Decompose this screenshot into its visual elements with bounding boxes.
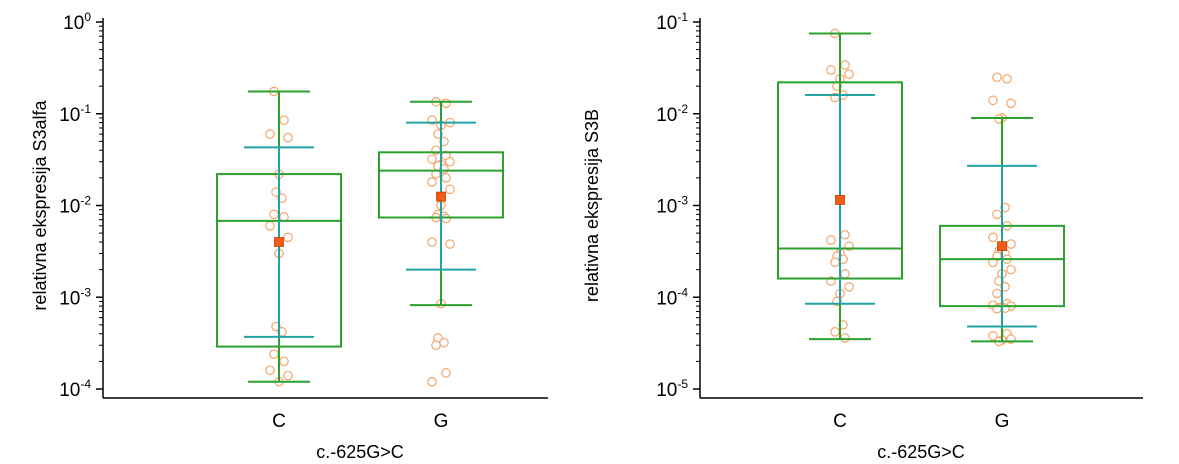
y-tick-base: 10 (656, 13, 677, 34)
y-tick-base: 10 (656, 105, 677, 126)
data-point (265, 221, 275, 231)
y-tick-label: 10-1 (656, 10, 688, 34)
data-point (840, 229, 850, 240)
y-tick-exponent: -2 (677, 102, 688, 116)
y-tick-exponent: -1 (80, 102, 91, 116)
data-point (992, 72, 1002, 83)
data-point (830, 257, 840, 268)
y-tick-label: 10-4 (59, 377, 91, 401)
data-point (269, 209, 279, 220)
data-point (265, 129, 275, 139)
data-point (988, 95, 998, 106)
data-point (988, 232, 998, 243)
data-point (445, 239, 455, 249)
data-point (840, 333, 850, 343)
y-tick-label: 10-4 (656, 285, 688, 309)
data-point (445, 184, 455, 195)
data-point (1006, 264, 1016, 275)
x-tick-label: G (434, 411, 449, 432)
data-point (830, 327, 840, 337)
y-tick-label: 10-5 (656, 377, 688, 401)
data-point (279, 356, 289, 367)
data-point (283, 132, 293, 143)
data-point (441, 98, 451, 109)
data-point (283, 370, 293, 381)
data-point (840, 269, 850, 279)
y-tick-exponent: 0 (84, 10, 91, 24)
y-tick-base: 10 (59, 105, 80, 126)
box-group-C (216, 86, 342, 387)
data-point (431, 340, 441, 351)
data-point (445, 156, 455, 167)
mean-marker (274, 237, 284, 247)
data-point (992, 288, 1002, 299)
data-point (826, 235, 836, 245)
x-axis-label: c.-625G>C (316, 442, 404, 462)
data-point (427, 237, 437, 247)
data-point (840, 60, 850, 70)
y-tick-exponent: -3 (677, 194, 688, 208)
data-point (441, 368, 451, 378)
data-point (988, 331, 998, 341)
y-tick-exponent: -3 (80, 285, 91, 299)
y-tick-exponent: -4 (80, 377, 91, 391)
data-point (441, 213, 451, 224)
y-tick-exponent: -4 (677, 285, 688, 299)
y-tick-base: 10 (63, 13, 84, 34)
y-tick-base: 10 (656, 380, 677, 401)
y-tick-exponent: -5 (677, 377, 688, 391)
y-tick-base: 10 (59, 197, 80, 218)
data-point (1002, 74, 1012, 84)
y-ticks: 10-510-410-310-210-1 (656, 10, 700, 401)
y-tick-exponent: -2 (80, 194, 91, 208)
data-point (988, 257, 998, 268)
data-point (427, 376, 437, 387)
y-tick-label: 10-2 (59, 194, 91, 218)
y-tick-label: 10-3 (59, 285, 91, 309)
mean-marker (436, 191, 446, 202)
data-point (441, 173, 451, 183)
y-tick-base: 10 (656, 288, 677, 309)
data-point (269, 349, 279, 359)
y-tick-label: 100 (63, 10, 91, 34)
y-tick-base: 10 (59, 380, 80, 401)
y-tick-base: 10 (656, 197, 677, 218)
data-point (826, 65, 836, 75)
data-point (844, 281, 854, 292)
data-point (265, 365, 275, 376)
data-point (1006, 98, 1016, 109)
data-point (992, 209, 1002, 220)
y-axis-label: relativna ekspresija S3alfa (30, 99, 50, 310)
data-point (279, 115, 289, 126)
x-tick-label: G (995, 411, 1010, 432)
data-point (427, 154, 437, 164)
y-axis-label: relativna ekspresija S3B (582, 109, 602, 302)
y-tick-label: 10-3 (656, 194, 688, 218)
box-group-G (378, 96, 504, 387)
x-tick-label: C (272, 411, 286, 432)
x-axis-label: c.-625G>C (877, 442, 965, 462)
plot-area (777, 28, 1065, 347)
y-tick-base: 10 (59, 288, 80, 309)
mean-marker (997, 241, 1007, 252)
box-group-C (777, 28, 903, 343)
y-tick-label: 10-1 (59, 102, 91, 126)
box-group-G (939, 72, 1065, 347)
data-point (844, 69, 854, 79)
y-tick-exponent: -1 (677, 10, 688, 24)
data-point (1006, 239, 1016, 249)
plot-area (216, 86, 504, 387)
mean-marker (835, 195, 845, 205)
data-point (283, 232, 293, 243)
data-point (427, 177, 437, 187)
x-tick-label: C (833, 411, 847, 432)
y-tick-label: 10-2 (656, 102, 688, 126)
data-point (439, 337, 449, 348)
